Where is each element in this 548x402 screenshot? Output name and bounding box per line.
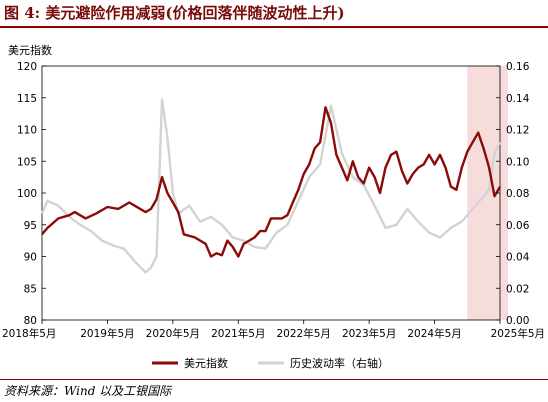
y-right-tick-label: 0.12 [506,125,529,137]
x-tick-label: 2022年5月 [277,327,331,340]
y-left-tick-label: 90 [24,252,37,264]
x-tick-label: 2018年5月 [2,327,56,340]
y-left-tick-label: 120 [17,61,37,73]
y-right-tick-label: 0.02 [506,283,529,295]
y-left-tick-label: 110 [17,125,37,137]
x-tick-label: 2019年5月 [80,327,134,340]
y-right-tick-label: 0.16 [506,61,530,73]
y-right-tick-label: 0.00 [506,315,529,327]
y-right-tick-label: 0.14 [506,93,530,105]
y-right-tick-label: 0.10 [506,156,529,168]
series-line-dollar-index [41,106,502,258]
y-left-tick-label: 100 [17,188,37,200]
series-line-volatility [40,98,502,274]
plot-border [41,65,501,321]
y-left-tick-label: 115 [17,93,37,105]
y-left-tick-label: 105 [17,156,37,168]
legend-label-dollar-index: 美元指数 [184,356,228,370]
x-tick-label: 2024年5月 [407,327,461,340]
x-axis-ticks: 2018年5月 2019年5月 2020年5月 2021年5月 2022年5月 2023年… [2,320,545,340]
x-tick-label: 2020年5月 [146,327,200,340]
x-tick-label: 2025年5月 [491,327,545,340]
title-underline [0,26,548,28]
y-right-tick-label: 0.06 [506,220,530,232]
y-axis-right-ticks: 0.00 0.02 0.04 0.06 0.08 0.10 0.12 0.14 0.16 [496,61,530,327]
y-right-tick-label: 0.08 [506,188,529,200]
y-axis-left-ticks: 80 85 90 95 100 105 110 115 120 [17,61,46,327]
footer-rule [0,379,548,380]
legend: 美元指数 历史波动率（右轴） [152,356,389,370]
y-left-tick-label: 80 [24,315,37,327]
y-right-tick-label: 0.04 [506,252,530,264]
plot-frame [41,65,501,321]
x-tick-label: 2023年5月 [342,327,396,340]
x-tick-label: 2021年5月 [211,327,265,340]
legend-label-volatility: 历史波动率（右轴） [290,356,389,370]
y-left-tick-label: 85 [24,283,37,295]
y-axis-left-label: 美元指数 [8,44,52,57]
y-left-tick-label: 95 [24,220,37,232]
chart-title: 图 4: 美元避险作用减弱(价格回落伴随波动性上升) [4,4,345,22]
source-note: 资料来源：Wind 以及工银国际 [4,384,172,398]
